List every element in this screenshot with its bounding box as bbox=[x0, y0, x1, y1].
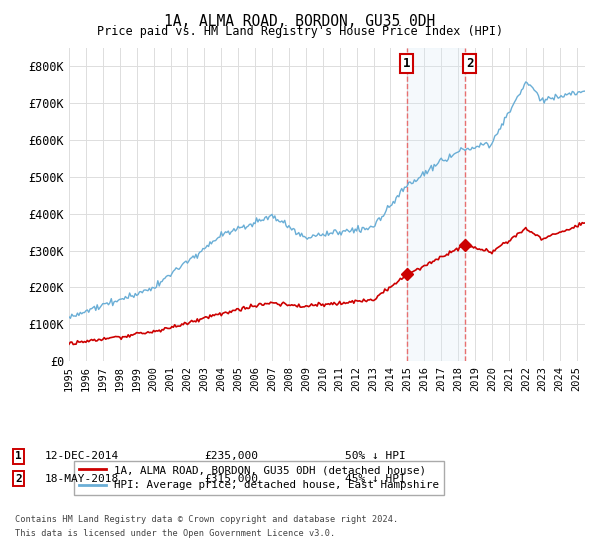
Text: Price paid vs. HM Land Registry's House Price Index (HPI): Price paid vs. HM Land Registry's House … bbox=[97, 25, 503, 38]
Text: 1A, ALMA ROAD, BORDON, GU35 0DH: 1A, ALMA ROAD, BORDON, GU35 0DH bbox=[164, 14, 436, 29]
Text: 12-DEC-2014: 12-DEC-2014 bbox=[45, 451, 119, 461]
Text: 1: 1 bbox=[403, 57, 410, 70]
Text: £315,000: £315,000 bbox=[204, 474, 258, 484]
Bar bbox=[407, 48, 464, 361]
Text: This data is licensed under the Open Government Licence v3.0.: This data is licensed under the Open Gov… bbox=[15, 529, 335, 538]
Text: 18-MAY-2018: 18-MAY-2018 bbox=[45, 474, 119, 484]
Legend: 1A, ALMA ROAD, BORDON, GU35 0DH (detached house), HPI: Average price, detached h: 1A, ALMA ROAD, BORDON, GU35 0DH (detache… bbox=[74, 461, 444, 495]
Text: Contains HM Land Registry data © Crown copyright and database right 2024.: Contains HM Land Registry data © Crown c… bbox=[15, 515, 398, 524]
Text: 50% ↓ HPI: 50% ↓ HPI bbox=[345, 451, 406, 461]
Text: 2: 2 bbox=[466, 57, 473, 70]
Text: 2: 2 bbox=[15, 474, 22, 484]
Text: 45% ↓ HPI: 45% ↓ HPI bbox=[345, 474, 406, 484]
Text: 1: 1 bbox=[15, 451, 22, 461]
Text: £235,000: £235,000 bbox=[204, 451, 258, 461]
